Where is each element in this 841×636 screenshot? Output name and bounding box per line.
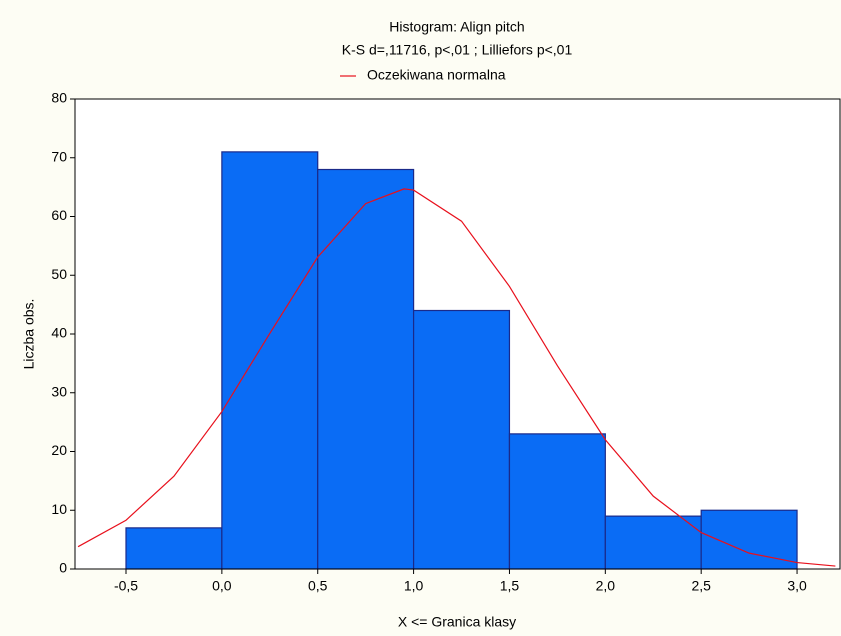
y-tick-label: 40 [51, 325, 67, 341]
y-tick-label: 50 [51, 266, 67, 282]
y-tick-label: 10 [51, 501, 67, 517]
chart-subtitle: K-S d=,11716, p<,01 ; Lilliefors p<,01 [342, 42, 573, 58]
x-tick-label: 1,0 [404, 578, 424, 594]
y-tick-label: 60 [51, 207, 67, 223]
plot-frame [74, 98, 841, 570]
bar [412, 309, 511, 570]
x-tick-label: 0,0 [212, 578, 232, 594]
x-axis-label: X <= Granica klasy [398, 614, 516, 630]
y-tick-label: 70 [51, 148, 67, 164]
y-axis-label: Liczba obs. [21, 299, 37, 370]
y-tick-label: 30 [51, 383, 67, 399]
bar [604, 515, 702, 570]
x-tick-label: 2,0 [596, 578, 616, 594]
chart-title: Histogram: Align pitch [389, 19, 524, 35]
normal-curve [77, 188, 836, 567]
x-tick-label: 3,0 [787, 578, 807, 594]
y-tick-label: 80 [51, 90, 67, 106]
x-tick-label: -0,5 [114, 578, 138, 594]
x-tick-label: 2,5 [691, 578, 711, 594]
bar [508, 433, 606, 570]
x-tick-label: 1,5 [500, 578, 520, 594]
x-tick-label: 0,5 [308, 578, 328, 594]
y-tick-label: 20 [51, 442, 67, 458]
bar [221, 151, 319, 570]
bar [317, 168, 415, 570]
y-tick-label: 0 [59, 560, 67, 576]
legend-label: Oczekiwana normalna [367, 67, 506, 83]
bar [125, 527, 223, 570]
